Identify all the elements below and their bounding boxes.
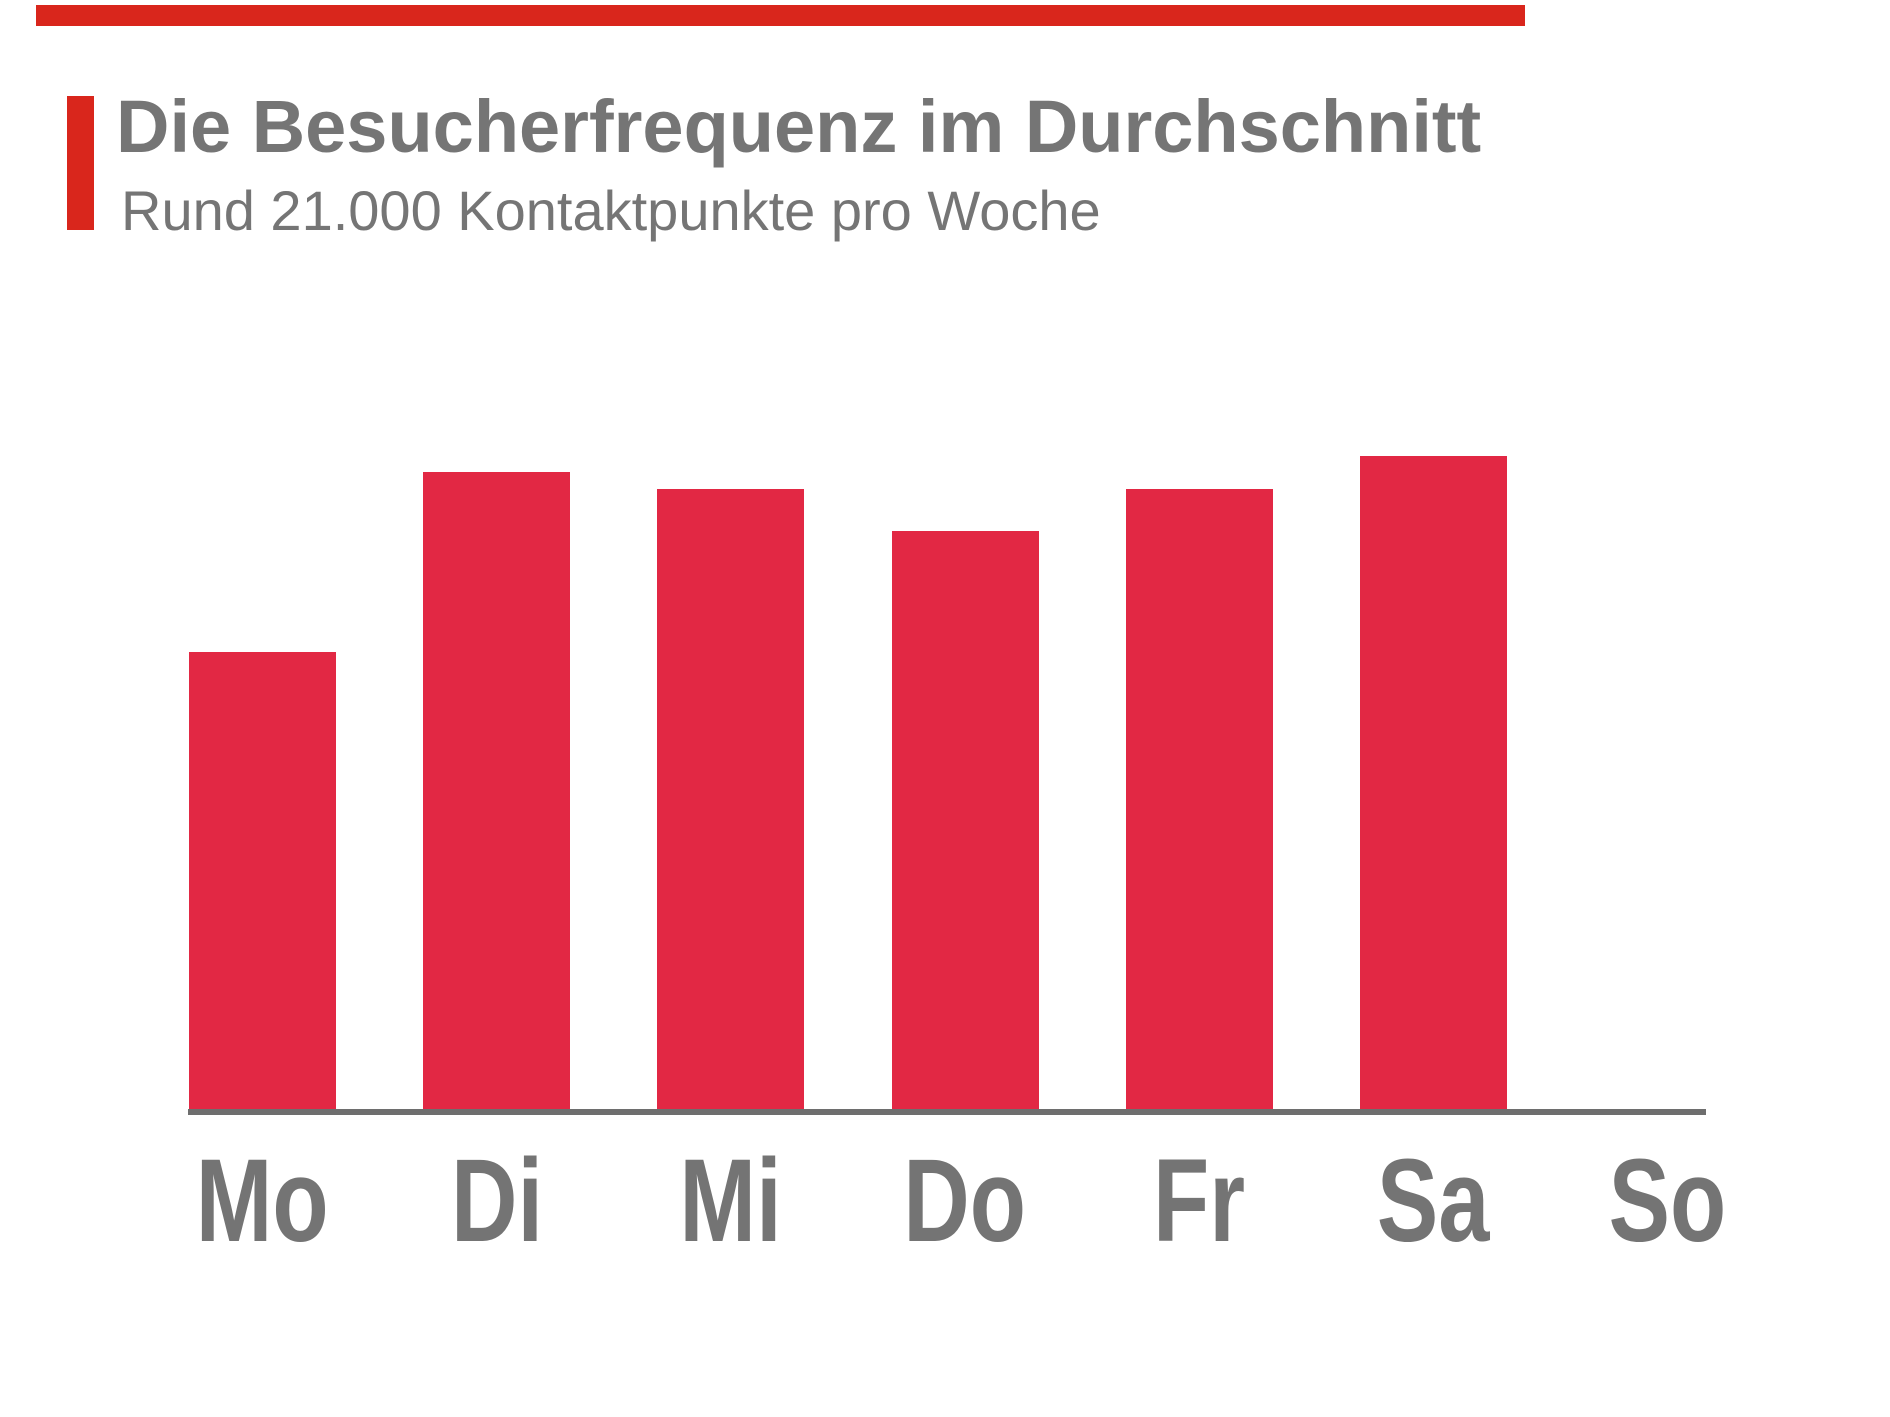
bar-mi bbox=[657, 489, 805, 1109]
chart-subtitle: Rund 21.000 Kontaktpunkte pro Woche bbox=[121, 179, 1101, 242]
x-axis-line bbox=[188, 1109, 1706, 1115]
x-axis-label-do: Do bbox=[903, 1135, 1027, 1267]
bar-mo bbox=[189, 652, 336, 1109]
top-divider-bar bbox=[36, 5, 1525, 26]
x-axis-label-sa: Sa bbox=[1377, 1135, 1490, 1267]
bar-sa bbox=[1360, 456, 1507, 1109]
bar-fr bbox=[1125, 489, 1273, 1109]
x-axis-label-fr: Fr bbox=[1153, 1135, 1246, 1267]
bar-di bbox=[423, 472, 571, 1109]
x-axis-label-mi: Mi bbox=[679, 1135, 783, 1267]
x-axis-label-so: So bbox=[1608, 1135, 1727, 1267]
bar-do bbox=[891, 531, 1039, 1109]
x-axis-label-mo: Mo bbox=[196, 1135, 329, 1267]
title-accent-bar bbox=[67, 96, 94, 230]
chart-title: Die Besucherfrequenz im Durchschnitt bbox=[116, 85, 1482, 168]
x-axis-label-di: Di bbox=[450, 1135, 543, 1267]
